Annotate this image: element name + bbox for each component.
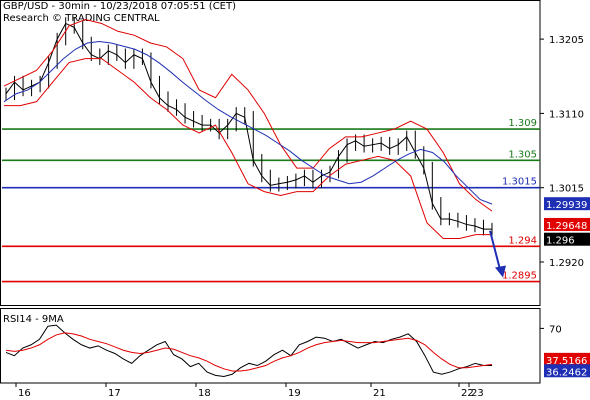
- price-tag-label: 1.296: [546, 236, 575, 247]
- chart-credit: Research © TRADING CENTRAL: [3, 13, 160, 24]
- indicator-value-tag-label: 37.5166: [546, 356, 587, 367]
- bollinger-lower-band: [4, 58, 492, 240]
- indicator-panel-frame: [0, 308, 541, 384]
- price-y-tick-label: 1.3205: [549, 35, 584, 46]
- x-tick-label: 22: [461, 388, 474, 399]
- indicator-value-tag-label: 36.2462: [546, 367, 587, 378]
- level-label: 1.294: [508, 235, 537, 246]
- x-tick-label: 17: [108, 388, 121, 399]
- level-label: 1.305: [508, 149, 537, 160]
- x-tick-label: 18: [198, 388, 211, 399]
- rsi-ma-line: [5, 332, 493, 372]
- x-tick-label: 16: [18, 388, 31, 399]
- forecast-arrow-shaft: [489, 230, 501, 270]
- rsi-line: [5, 324, 492, 377]
- chart-title: GBP/USD - 30min - 10/23/2018 07:05:51 (C…: [3, 1, 237, 12]
- price-y-tick-label: 1.3015: [549, 184, 584, 195]
- price-tag-label: 1.29648: [546, 221, 587, 232]
- level-label: 1.309: [508, 118, 537, 129]
- x-tick-label: 19: [288, 388, 301, 399]
- indicator-title: RSI14 - 9MA: [3, 314, 64, 325]
- indicator-value-tag-box: [544, 364, 590, 378]
- indicator-value-tag-box: [544, 352, 590, 366]
- price-close-line: [5, 22, 492, 230]
- price-panel-frame: [0, 0, 541, 306]
- forecast-arrow-head: [495, 265, 506, 278]
- bollinger-upper-band: [3, 19, 493, 212]
- price-tag-box: [544, 217, 590, 231]
- price-tag-box: [544, 232, 590, 246]
- moving-average-line: [3, 40, 493, 205]
- level-label: 1.3015: [502, 177, 537, 188]
- price-y-tick-label: 1.2920: [549, 258, 584, 269]
- level-label: 1.2895: [502, 271, 537, 282]
- indicator-y-tick-label: 70: [549, 324, 562, 335]
- price-y-tick-label: 1.3110: [549, 109, 584, 120]
- x-tick-label: 23: [471, 388, 484, 399]
- x-tick-label: 21: [373, 388, 386, 399]
- price-tag-box: [544, 197, 590, 211]
- price-tag-label: 1.29939: [546, 200, 587, 211]
